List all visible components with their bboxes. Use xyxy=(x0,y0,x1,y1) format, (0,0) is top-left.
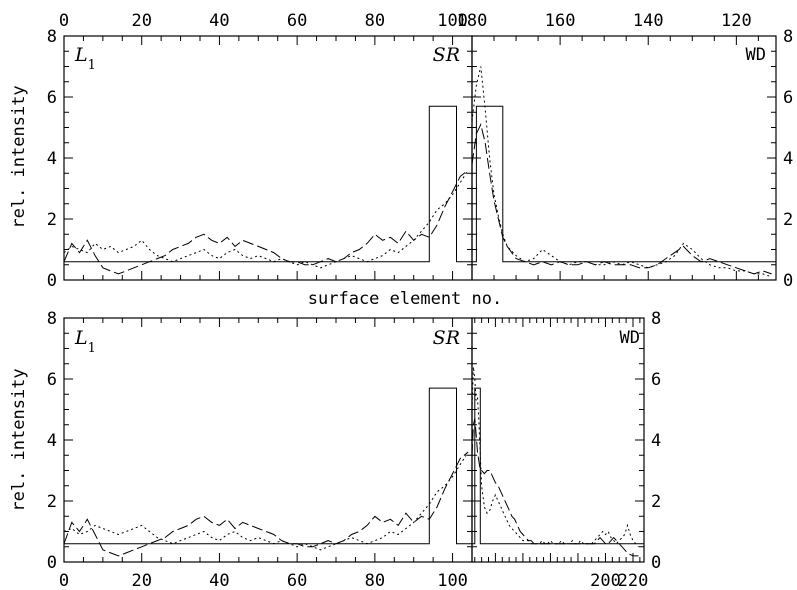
y-tick-label-top-right: 0 xyxy=(783,271,793,291)
y-tick-label-top-right: 6 xyxy=(783,88,793,108)
panel-top-left-corner-right: SR xyxy=(433,44,460,66)
y-tick-label-bottom-right: 0 xyxy=(651,553,661,573)
x-tick-label-bottom-left: 0 xyxy=(59,571,69,590)
series-dotted-top-left xyxy=(64,169,469,269)
y-tick-label-bottom-right: 8 xyxy=(651,309,661,329)
shared-x-axis-label: surface element no. xyxy=(308,289,502,309)
y-tick-label-bottom-right: 4 xyxy=(651,431,661,451)
series-solid-bottom-right xyxy=(472,387,644,545)
y-tick-label-top-left: 2 xyxy=(47,210,57,230)
y-tick-label-bottom-right: 2 xyxy=(651,492,661,512)
x-tick-label-top-right: 180 xyxy=(457,11,488,31)
series-solid-top-left xyxy=(64,105,472,263)
panel-frame-top-right xyxy=(471,35,777,281)
x-tick-label-top-left: 80 xyxy=(365,11,385,31)
y-tick-label-bottom-right: 6 xyxy=(651,370,661,390)
x-tick-label-top-right: 140 xyxy=(633,11,664,31)
x-tick-label-top-left: 60 xyxy=(287,11,307,31)
y-tick-label-bottom-left: 2 xyxy=(47,492,57,512)
y-tick-label-bottom-left: 8 xyxy=(47,309,57,329)
panel-bottom-left-corner-right: SR xyxy=(433,327,460,349)
y-tick-label-bottom-left: 6 xyxy=(47,370,57,390)
x-tick-label-bottom-left: 80 xyxy=(365,571,385,590)
panel-top-right-corner-right: WD xyxy=(746,45,766,65)
y-tick-label-top-right: 4 xyxy=(783,149,793,169)
panel-top-left-corner-left: L1 xyxy=(74,44,96,73)
x-tick-label-bottom-left: 20 xyxy=(131,571,151,590)
x-tick-label-bottom-left: 100 xyxy=(437,571,468,590)
y-tick-label-bottom-left: 0 xyxy=(47,553,57,573)
panel-frame-bottom-right xyxy=(471,317,645,563)
panel-frame-top-left xyxy=(63,35,473,281)
x-tick-label-top-right: 160 xyxy=(545,11,576,31)
series-dashed-top-left xyxy=(64,169,469,275)
series-solid-bottom-left xyxy=(64,387,472,545)
series-dotted-bottom-left xyxy=(64,451,469,551)
y-axis-label-bottom: rel. intensity xyxy=(9,368,29,511)
series-dashed-bottom-right xyxy=(472,418,639,557)
x-tick-label-top-right: 120 xyxy=(721,11,752,31)
y-tick-label-top-left: 6 xyxy=(47,88,57,108)
y-tick-label-top-left: 4 xyxy=(47,149,57,169)
y-tick-label-top-left: 0 xyxy=(47,271,57,291)
series-dotted-bottom-right xyxy=(472,366,639,548)
x-tick-label-bottom-left: 60 xyxy=(287,571,307,590)
series-dashed-top-right xyxy=(472,123,772,275)
x-tick-label-top-left: 100 xyxy=(437,11,468,31)
x-tick-label-top-left: 0 xyxy=(59,11,69,31)
panel-frame-bottom-left xyxy=(63,317,473,563)
y-tick-label-bottom-left: 4 xyxy=(47,431,57,451)
panel-bottom-left-corner-left: L1 xyxy=(74,327,96,356)
y-axis-label-top: rel. intensity xyxy=(9,85,29,228)
y-tick-label-top-right: 8 xyxy=(783,27,793,47)
panel-bottom-right-corner-right: WD xyxy=(620,328,640,348)
x-tick-label-top-left: 40 xyxy=(209,11,229,31)
series-dotted-top-right xyxy=(472,66,772,278)
series-dashed-bottom-left xyxy=(64,451,469,557)
data-lines xyxy=(64,66,776,557)
x-tick-label-bottom-right: 220 xyxy=(618,571,649,590)
y-tick-label-top-left: 8 xyxy=(47,27,57,47)
x-tick-label-top-left: 20 xyxy=(131,11,151,31)
tick-marks xyxy=(63,35,776,563)
x-tick-label-bottom-left: 40 xyxy=(209,571,229,590)
series-solid-top-right xyxy=(472,105,776,263)
y-tick-label-top-right: 2 xyxy=(783,210,793,230)
x-tick-label-bottom-right: 200 xyxy=(590,571,621,590)
